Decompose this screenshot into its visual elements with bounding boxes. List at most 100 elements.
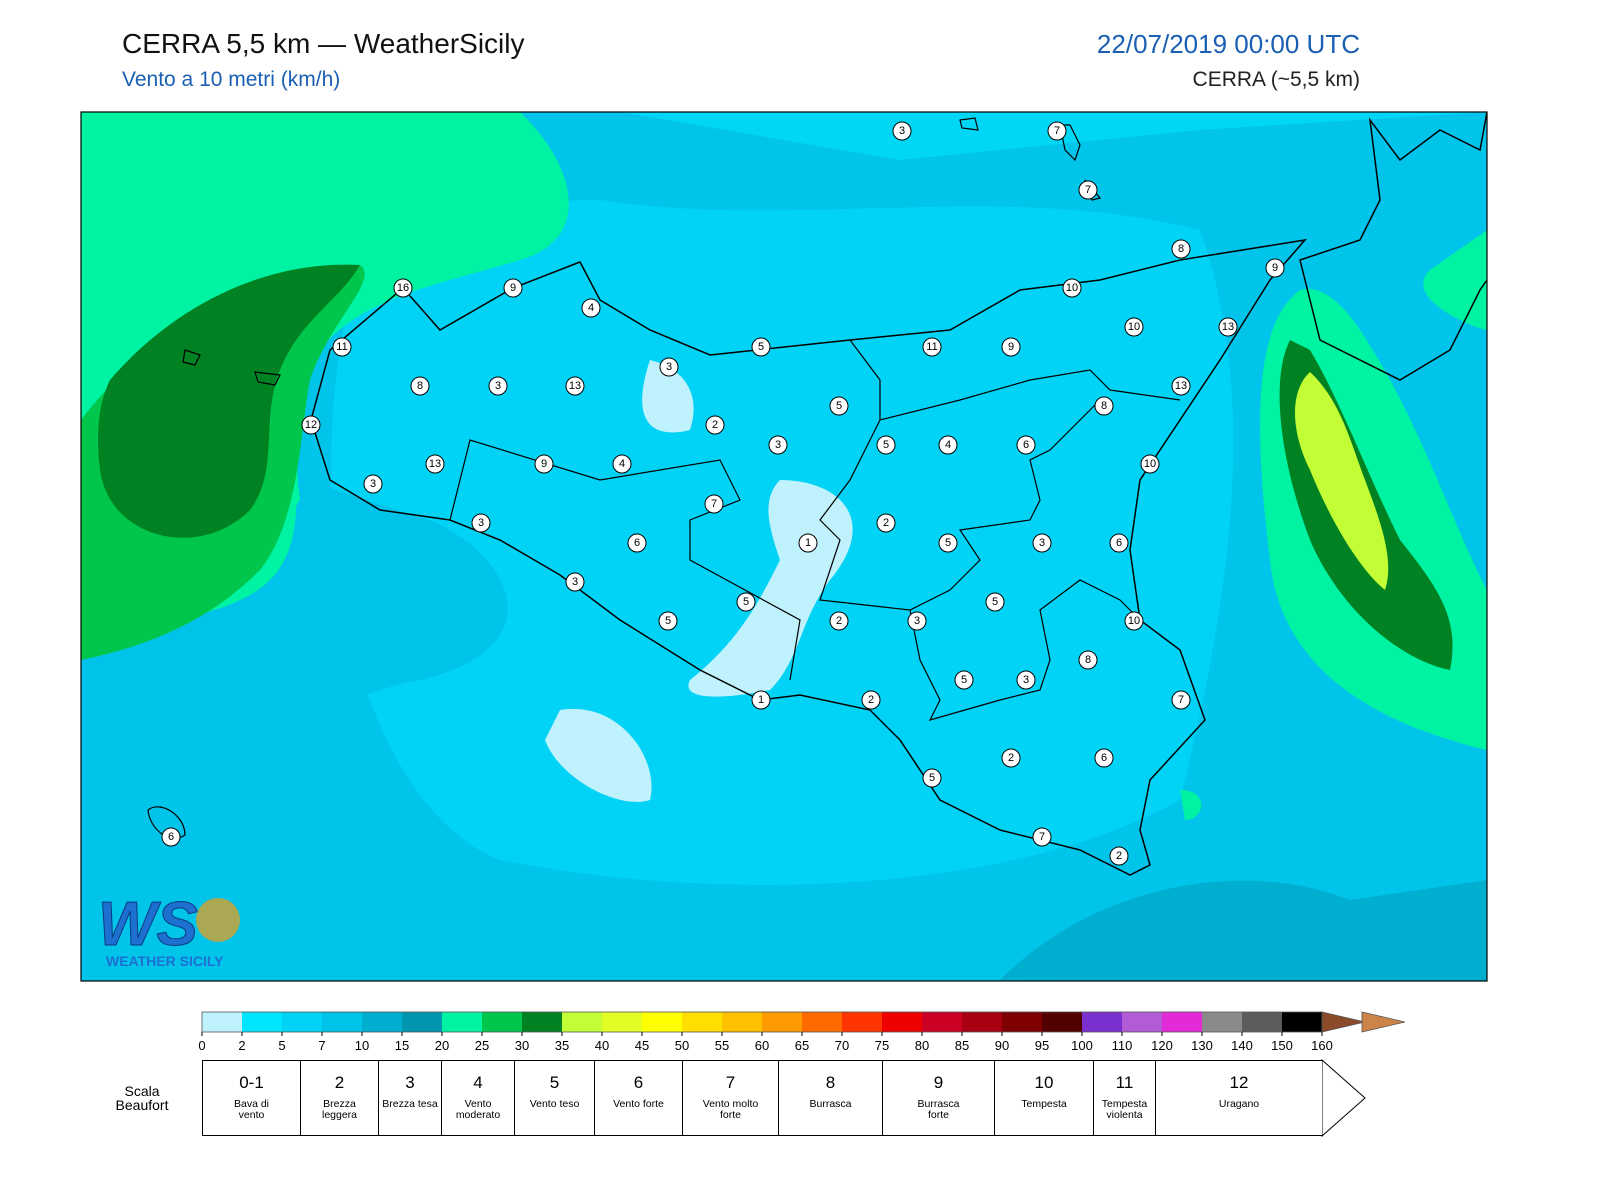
title: CERRA 5,5 km — WeatherSicily (122, 28, 525, 59)
beaufort-label: Bava di vento (233, 1098, 270, 1121)
colorbar-segment (362, 1012, 402, 1032)
colorbar-tick-label: 55 (715, 1038, 729, 1053)
station-marker (565, 376, 585, 396)
station-value: 10 (1066, 282, 1078, 294)
valid-time: 22/07/2019 00:00 UTC (1097, 29, 1360, 59)
station-value: 7 (1178, 694, 1184, 706)
station-value: 13 (1175, 380, 1187, 392)
station-value: 3 (478, 517, 484, 529)
station-value: 6 (634, 537, 640, 549)
station-marker (1062, 278, 1082, 298)
station-marker (736, 592, 756, 612)
station-value: 5 (665, 615, 671, 627)
station-marker (1109, 846, 1129, 866)
station-value: 2 (1116, 850, 1122, 862)
station-marker (1171, 690, 1191, 710)
colorbar-tick-label: 15 (395, 1038, 409, 1053)
station-value: 11 (926, 341, 937, 353)
colorbar-tick-label: 95 (1035, 1038, 1049, 1053)
station-value: 2 (868, 694, 874, 706)
station-marker (798, 533, 818, 553)
station-value: 8 (1178, 243, 1184, 255)
station-value: 2 (1008, 752, 1014, 764)
station-value: 13 (1222, 321, 1234, 333)
station-value: 2 (712, 419, 718, 431)
station-marker (829, 611, 849, 631)
station-marker (938, 533, 958, 553)
station-marker (751, 690, 771, 710)
colorbar-tick-label: 75 (875, 1038, 889, 1053)
beaufort-force: 2 (334, 1073, 345, 1092)
station-marker (861, 690, 881, 710)
station-marker (876, 513, 896, 533)
beaufort-label: Brezza leggera (321, 1098, 358, 1121)
colorbar-tick-label: 70 (835, 1038, 849, 1053)
colorbar-segment (1002, 1012, 1042, 1032)
station-marker (363, 474, 383, 494)
beaufort-label: Vento molto forte (702, 1098, 759, 1121)
colorbar-segment (202, 1012, 242, 1032)
station-value: 1 (758, 694, 764, 706)
beaufort-level: 11 Tempesta violenta (1093, 1060, 1155, 1136)
colorbar-tick-label: 50 (675, 1038, 689, 1053)
station-marker (581, 298, 601, 318)
beaufort-level: 8 Burrasca (778, 1060, 882, 1136)
station-value: 3 (495, 380, 501, 392)
station-value: 5 (758, 341, 764, 353)
station-marker (1001, 337, 1021, 357)
colorbar-segment (722, 1012, 762, 1032)
station-value: 9 (510, 282, 516, 294)
colorbar-segment (402, 1012, 442, 1032)
station-marker (922, 337, 942, 357)
beaufort-force: 0-1 (239, 1073, 264, 1092)
beaufort-level: 2 Brezza leggera (300, 1060, 378, 1136)
colorbar-tick-label: 160 (1311, 1038, 1333, 1053)
station-marker (1265, 258, 1285, 278)
colorbar-segment (922, 1012, 962, 1032)
beaufort-force: 4 (473, 1073, 483, 1092)
station-value: 8 (1101, 400, 1107, 412)
station-marker (658, 611, 678, 631)
colorbar-segment (1082, 1012, 1122, 1032)
station-marker (829, 396, 849, 416)
station-marker (751, 337, 771, 357)
beaufort-title: Scala Beaufort (115, 1083, 169, 1113)
beaufort-label: Tempesta (1021, 1098, 1067, 1110)
station-marker (659, 357, 679, 377)
station-value: 10 (1128, 615, 1140, 627)
beaufort-label: Vento moderato (455, 1098, 501, 1121)
station-value: 4 (619, 458, 625, 470)
colorbar-segment (282, 1012, 322, 1032)
colorbar-segment (762, 1012, 802, 1032)
station-marker (907, 611, 927, 631)
station-value: 3 (1039, 537, 1045, 549)
station-value: 7 (1039, 831, 1045, 843)
beaufort-level: 3 Brezza tesa (378, 1060, 441, 1136)
colorbar-tick-label: 25 (475, 1038, 489, 1053)
station-marker (410, 376, 430, 396)
colorbar-tick-label: 20 (435, 1038, 449, 1053)
colorbar-tick-label: 120 (1151, 1038, 1173, 1053)
station-value: 9 (1008, 341, 1014, 353)
colorbar: 0 2 5 7 10 15 20 25 30 35 40 45 50 55 60 65 70 75 80 85 90 95… (198, 1011, 1406, 1053)
station-marker (1140, 454, 1160, 474)
wind-field (81, 112, 1487, 981)
station-value: 9 (541, 458, 547, 470)
colorbar-tick-label: 0 (198, 1038, 205, 1053)
beaufort-force: 7 (725, 1073, 736, 1092)
station-marker (876, 435, 896, 455)
beaufort-level: 10 Tempesta (994, 1060, 1093, 1136)
beaufort-level: 4 Vento moderato (441, 1060, 514, 1136)
beaufort-force: 3 (405, 1073, 415, 1092)
station-marker (704, 494, 724, 514)
station-value: 3 (899, 125, 905, 137)
station-marker (1001, 748, 1021, 768)
station-marker (332, 337, 352, 357)
station-value: 6 (168, 831, 174, 843)
station-marker (1016, 435, 1036, 455)
station-marker (705, 415, 725, 435)
colorbar-segment (842, 1012, 882, 1032)
station-marker (1218, 317, 1238, 337)
beaufort-level: 12 Uragano (1155, 1060, 1322, 1136)
station-marker (1032, 533, 1052, 553)
